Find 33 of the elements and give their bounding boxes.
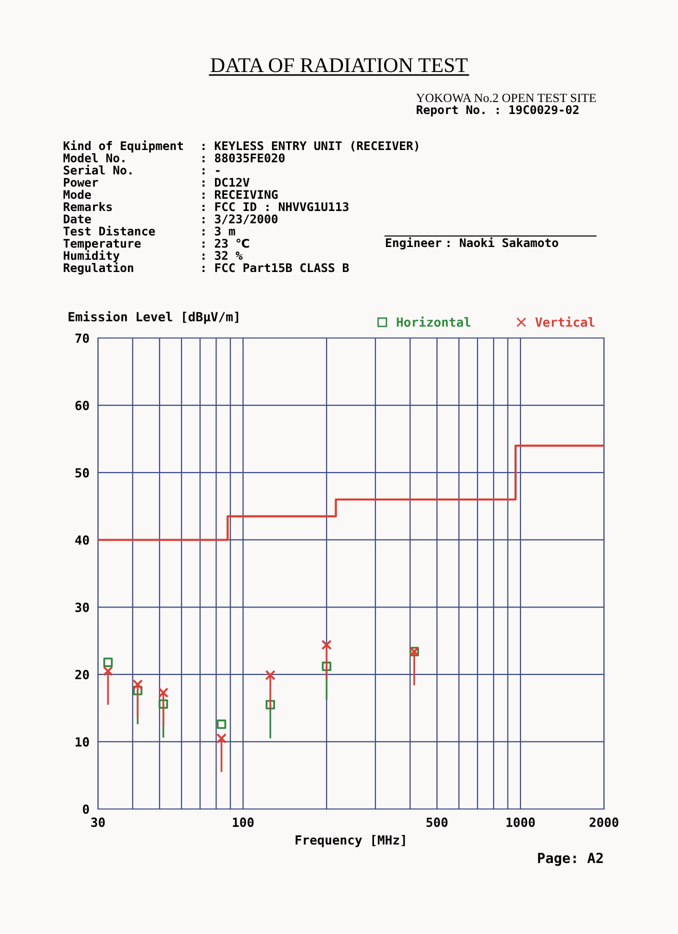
y-tick-label: 0 <box>82 804 89 814</box>
x-axis-title: Frequency [MHz] <box>296 834 405 848</box>
legend-label: Horizontal <box>396 316 470 327</box>
text: Report No. : 19C0029-02 <box>416 105 578 116</box>
y-tick-label: 10 <box>76 737 89 747</box>
text: Temperature : 23 ℃ <box>64 238 250 250</box>
text: Mode : RECEIVING <box>63 190 278 199</box>
text: Engineer : Naoki Sakamoto <box>386 237 558 250</box>
y-tick-label: 50 <box>75 468 89 478</box>
text: Power : DC12V <box>64 178 250 187</box>
text: Kind of Equipment : KEYLESS ENTRY UNIT (RECEIVER) <box>64 140 418 152</box>
x-tick-label: 2000 <box>590 818 618 828</box>
y-tick-label: 20 <box>75 670 89 680</box>
text: Remarks : FCC ID : NHVVG1U113 <box>64 202 348 212</box>
x-tick-label: 100 <box>232 818 254 828</box>
text: Test Distance : 3 m <box>64 226 236 236</box>
text: YOKOWA No.2 OPEN TEST SITE <box>416 94 596 102</box>
y-tick-label: 60 <box>75 400 89 410</box>
y-tick-label: 30 <box>75 602 89 612</box>
text: Regulation : FCC Part15B CLASS B <box>64 262 349 274</box>
x-tick-label: 500 <box>426 818 448 828</box>
x-tick-label: 30 <box>91 818 105 828</box>
text: Serial No. : - <box>64 164 220 175</box>
x-tick-label: 1000 <box>506 818 535 828</box>
text: Model No. : 88035FE020 <box>63 153 285 162</box>
y-axis-title: Emission Level [dBμV/m] <box>68 311 238 324</box>
y-tick-label: 70 <box>75 333 89 343</box>
legend-label: Vertical <box>535 316 594 327</box>
y-tick-label: 40 <box>75 535 89 545</box>
text: Date : 3/23/2000 <box>64 214 278 224</box>
text: Humidity : 32 % <box>64 250 243 262</box>
chart-title: DATA OF RADIATION TEST <box>210 58 468 72</box>
text: Page: A2 <box>538 852 603 866</box>
